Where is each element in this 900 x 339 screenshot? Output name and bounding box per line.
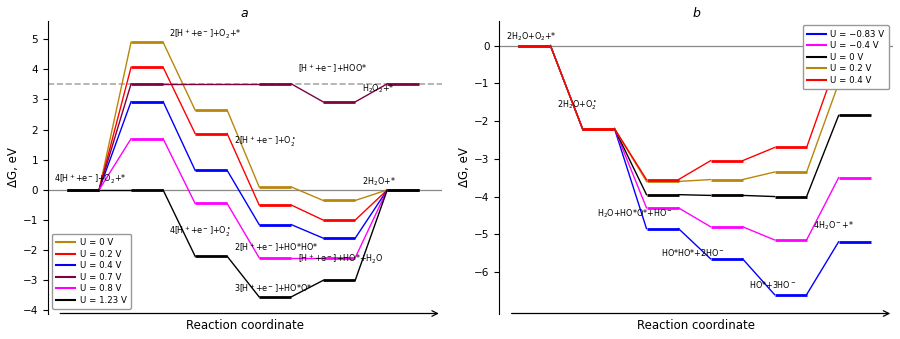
Legend: U = −0.83 V, U = −0.4 V, U = 0 V, U = 0.2 V, U = 0.4 V: U = −0.83 V, U = −0.4 V, U = 0 V, U = 0.… [803,25,888,89]
Text: HO*HO*+2HO$^-$: HO*HO*+2HO$^-$ [662,247,725,258]
Text: [H$^+$+e$^-$]+HO*+H$_2$O: [H$^+$+e$^-$]+HO*+H$_2$O [298,253,383,266]
Text: H$_2$O$_2$+*: H$_2$O$_2$+* [362,82,394,95]
Text: 4[H$^+$+e$^-$]+O$_2$+*: 4[H$^+$+e$^-$]+O$_2$+* [54,173,127,186]
Text: 2H$_2$O+O$_2^\bullet$: 2H$_2$O+O$_2^\bullet$ [557,98,597,112]
Title: a: a [241,7,248,20]
Legend: U = 0 V, U = 0.2 V, U = 0.4 V, U = 0.7 V, U = 0.8 V, U = 1.23 V: U = 0 V, U = 0.2 V, U = 0.4 V, U = 0.7 V… [52,234,130,309]
Title: b: b [692,7,700,20]
Text: 3[H$^+$+e$^-$]+HO*O*: 3[H$^+$+e$^-$]+HO*O* [233,282,311,295]
Text: H$_2$O+HO*O*+HO$^-$: H$_2$O+HO*O*+HO$^-$ [598,207,673,220]
Y-axis label: ΔG, eV: ΔG, eV [7,147,20,187]
X-axis label: Reaction coordinate: Reaction coordinate [637,319,755,332]
Text: 2[H$^+$+e$^-$]+O$_2$+*: 2[H$^+$+e$^-$]+O$_2$+* [169,27,242,41]
Text: 2H$_2$O+*: 2H$_2$O+* [362,175,395,187]
Text: [H$^+$+e$^-$]+HOO*: [H$^+$+e$^-$]+HOO* [298,62,366,75]
Text: 4[H$^+$+e$^-$]+O$_2^\bullet$: 4[H$^+$+e$^-$]+O$_2^\bullet$ [169,224,231,239]
Text: HO*+3HO$^-$: HO*+3HO$^-$ [749,279,796,290]
Text: 4H$_2$O$^-$+*: 4H$_2$O$^-$+* [813,220,854,233]
Y-axis label: ΔG, eV: ΔG, eV [458,147,472,187]
X-axis label: Reaction coordinate: Reaction coordinate [185,319,303,332]
Text: 2[H$^+$+e$^-$]+O$_2^\bullet$: 2[H$^+$+e$^-$]+O$_2^\bullet$ [233,135,295,149]
Text: 2H$_2$O+O$_2$+*: 2H$_2$O+O$_2$+* [506,31,556,43]
Text: 2[H$^+$+e$^-$]+HO*HO*: 2[H$^+$+e$^-$]+HO*HO* [233,241,318,254]
